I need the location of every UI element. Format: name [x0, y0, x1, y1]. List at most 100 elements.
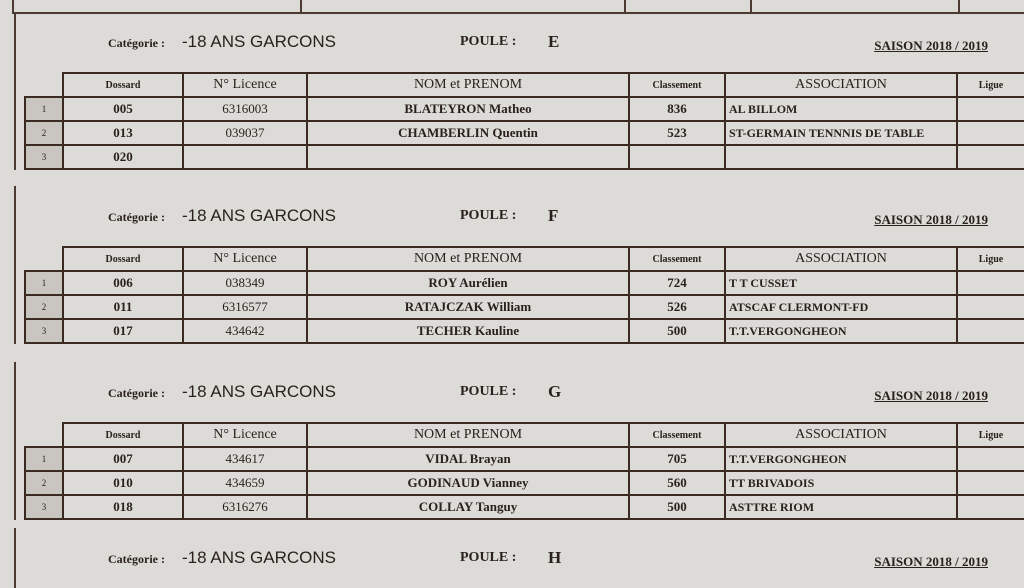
- row-number: 1: [24, 446, 64, 472]
- dossard-cell: 013: [62, 120, 184, 146]
- nom-cell: CHAMBERLIN Quentin: [306, 120, 630, 146]
- poule-header: Catégorie : -18 ANS GARCONS POULE : G SA…: [16, 362, 1024, 422]
- nom-cell: TECHER Kauline: [306, 318, 630, 344]
- association-cell: T.T.VERGONGHEON: [724, 446, 958, 472]
- ligue-cell: [956, 294, 1024, 320]
- table-header-row: Dossard N° Licence NOM et PRENOM Classement…: [25, 422, 1024, 448]
- association-cell: AL BILLOM: [724, 96, 958, 122]
- row-number: 3: [24, 144, 64, 170]
- licence-cell: 434642: [182, 318, 308, 344]
- table-row: 1 005 6316003 BLATEYRON Matheo 836 AL BI…: [24, 96, 1024, 122]
- licence-cell: 6316577: [182, 294, 308, 320]
- classement-cell: [628, 144, 726, 170]
- classement-cell: 500: [628, 494, 726, 520]
- poule-label: POULE :: [460, 550, 517, 565]
- nom-cell: RATAJCZAK William: [306, 294, 630, 320]
- column-header: Ligue: [956, 246, 1024, 272]
- classement-cell: 526: [628, 294, 726, 320]
- dossard-cell: 005: [62, 96, 184, 122]
- players-table: Dossard N° Licence NOM et PRENOM Classement…: [24, 422, 1024, 520]
- dossard-cell: 011: [62, 294, 184, 320]
- poule-label: POULE :: [460, 34, 517, 49]
- saison-label: SAISON 2018 / 2019: [874, 388, 988, 403]
- column-header: Classement: [628, 246, 726, 272]
- nom-cell: BLATEYRON Matheo: [306, 96, 630, 122]
- row-number: 3: [24, 494, 64, 520]
- poule-section-f: Catégorie : -18 ANS GARCONS POULE : F SA…: [14, 186, 1024, 344]
- poule-label: POULE :: [460, 208, 517, 223]
- poule-section-g: Catégorie : -18 ANS GARCONS POULE : G SA…: [14, 362, 1024, 520]
- classement-cell: 724: [628, 270, 726, 296]
- categorie-value: -18 ANS GARCONS: [182, 382, 336, 401]
- poule-header: Catégorie : -18 ANS GARCONS POULE : F SA…: [16, 186, 1024, 246]
- ligue-cell: [956, 494, 1024, 520]
- row-number: 3: [24, 318, 64, 344]
- table-row: 3 018 6316276 COLLAY Tanguy 500 ASTTRE R…: [24, 494, 1024, 520]
- column-header: ASSOCIATION: [724, 246, 958, 272]
- column-header: Classement: [628, 72, 726, 98]
- nom-cell: GODINAUD Vianney: [306, 470, 630, 496]
- table-row: 3 017 434642 TECHER Kauline 500 T.T.VERG…: [24, 318, 1024, 344]
- categorie-value: -18 ANS GARCONS: [182, 206, 336, 225]
- poule-letter: G: [548, 382, 562, 401]
- poule-letter: H: [548, 548, 562, 567]
- table-row: 1 007 434617 VIDAL Brayan 705 T.T.VERGON…: [24, 446, 1024, 472]
- poule-section-e: Catégorie : -18 ANS GARCONS POULE : E SA…: [14, 12, 1024, 170]
- association-cell: T T CUSSET: [724, 270, 958, 296]
- categorie-label: Catégorie :: [108, 552, 165, 566]
- poule-letter: E: [548, 32, 560, 51]
- classement-cell: 560: [628, 470, 726, 496]
- licence-cell: 434617: [182, 446, 308, 472]
- association-cell: TT BRIVADOIS: [724, 470, 958, 496]
- ligue-cell: [956, 446, 1024, 472]
- column-header: NOM et PRENOM: [306, 422, 630, 448]
- column-header: N° Licence: [182, 246, 308, 272]
- dossard-cell: 018: [62, 494, 184, 520]
- classement-cell: 705: [628, 446, 726, 472]
- categorie-label: Catégorie :: [108, 36, 165, 50]
- licence-cell: 6316003: [182, 96, 308, 122]
- poule-letter: F: [548, 206, 559, 225]
- table-row: 2 013 039037 CHAMBERLIN Quentin 523 ST-G…: [24, 120, 1024, 146]
- association-cell: ATSCAF CLERMONT-FD: [724, 294, 958, 320]
- table-header-row: Dossard N° Licence NOM et PRENOM Classement…: [25, 246, 1024, 272]
- classement-cell: 500: [628, 318, 726, 344]
- column-header: Dossard: [62, 72, 184, 98]
- table-row: 3 020: [24, 144, 1024, 170]
- poule-header: Catégorie : -18 ANS GARCONS POULE : E SA…: [16, 12, 1024, 72]
- ligue-cell: [956, 470, 1024, 496]
- categorie-value: -18 ANS GARCONS: [182, 548, 336, 567]
- licence-cell: 6316276: [182, 494, 308, 520]
- association-cell: [724, 144, 958, 170]
- saison-label: SAISON 2018 / 2019: [874, 554, 988, 569]
- poule-section-h: Catégorie : -18 ANS GARCONS POULE : H SA…: [14, 528, 1024, 588]
- column-header: N° Licence: [182, 72, 308, 98]
- column-header: N° Licence: [182, 422, 308, 448]
- dossard-cell: 020: [62, 144, 184, 170]
- ligue-cell: [956, 318, 1024, 344]
- poule-label: POULE :: [460, 384, 517, 399]
- ligue-cell: [956, 96, 1024, 122]
- licence-cell: 434659: [182, 470, 308, 496]
- ligue-cell: [956, 144, 1024, 170]
- column-header: NOM et PRENOM: [306, 72, 630, 98]
- categorie-value: -18 ANS GARCONS: [182, 32, 336, 51]
- association-cell: ASTTRE RIOM: [724, 494, 958, 520]
- nom-cell: VIDAL Brayan: [306, 446, 630, 472]
- licence-cell: [182, 144, 308, 170]
- dossard-cell: 017: [62, 318, 184, 344]
- classement-cell: 523: [628, 120, 726, 146]
- players-table: Dossard N° Licence NOM et PRENOM Classement…: [24, 72, 1024, 170]
- column-header: Ligue: [956, 422, 1024, 448]
- licence-cell: 039037: [182, 120, 308, 146]
- nom-cell: ROY Aurélien: [306, 270, 630, 296]
- column-header: Dossard: [62, 422, 184, 448]
- saison-label: SAISON 2018 / 2019: [874, 38, 988, 53]
- association-cell: ST-GERMAIN TENNNIS DE TABLE: [724, 120, 958, 146]
- association-cell: T.T.VERGONGHEON: [724, 318, 958, 344]
- column-header: Dossard: [62, 246, 184, 272]
- row-number: 1: [24, 270, 64, 296]
- poule-header: Catégorie : -18 ANS GARCONS POULE : H SA…: [16, 528, 1024, 588]
- column-header: NOM et PRENOM: [306, 246, 630, 272]
- ligue-cell: [956, 120, 1024, 146]
